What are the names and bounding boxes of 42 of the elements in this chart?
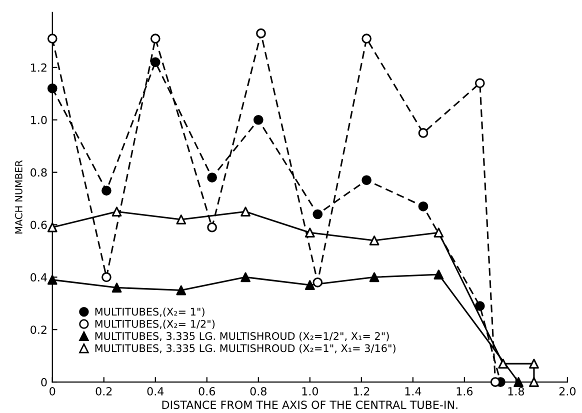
- x-tick-label: 1.4: [405, 387, 422, 396]
- point: [369, 236, 380, 246]
- x-tick-label: 0.2: [96, 387, 112, 396]
- y-tick-label: 1.2: [31, 63, 46, 72]
- point: [112, 206, 122, 217]
- legend-label: MULTITUBES,(X₂= 1"): [95, 308, 204, 317]
- y-tick-label: 0.8: [30, 168, 47, 177]
- x-tick-label: 0: [50, 387, 56, 396]
- x-tick-label: 1.8: [508, 387, 524, 396]
- y-tick-label: 0.2: [30, 326, 46, 334]
- point: [529, 358, 539, 369]
- y-tick-label: 1.0: [31, 116, 47, 124]
- point: [369, 272, 380, 282]
- point: [498, 358, 508, 369]
- y-tick-label: 0: [41, 378, 47, 386]
- point: [47, 274, 58, 285]
- point: [529, 377, 539, 387]
- x-tick-label: 0.8: [250, 387, 266, 396]
- y-tick-label: 0.4: [30, 273, 47, 282]
- point: [240, 272, 250, 282]
- point: [176, 285, 186, 296]
- legend-label: MULTITUBES, 3.335 LG. MULTISHROUD (X₂=1/2", X₁= 2"): [95, 332, 389, 342]
- x-tick-label: 0.6: [198, 387, 216, 396]
- point: [434, 270, 444, 280]
- point: [47, 222, 58, 232]
- x-tick-label: 1.0: [302, 387, 318, 396]
- point: [304, 280, 315, 290]
- point: [240, 206, 250, 217]
- point: [176, 214, 186, 224]
- y-axis-title: MACH NUMBER: [15, 160, 22, 234]
- point: [514, 377, 524, 387]
- point: [304, 228, 315, 238]
- x-tick-label: 1.6: [456, 387, 473, 396]
- x-axis-title: DISTANCE FROM THE AXIS OF THE CENTRAL TUBE-IN.: [162, 400, 458, 410]
- point: [112, 282, 122, 293]
- point: [434, 228, 444, 238]
- x-tick-label: 2.0: [559, 387, 576, 396]
- x-tick-label: 1.2: [354, 387, 370, 396]
- x-tick-label: 0.4: [147, 387, 164, 396]
- legend-label: MULTITUBES,(X₂= 1/2"): [95, 320, 215, 330]
- legend-label: MULTITUBES, 3.335 LG. MULTISHROUD (X₂=1", X₁= 3/16"): [95, 344, 396, 354]
- y-tick-label: 0.6: [30, 220, 47, 230]
